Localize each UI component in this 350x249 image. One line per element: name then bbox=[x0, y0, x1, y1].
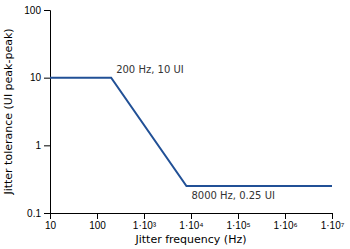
x-tick: 1·10⁴ bbox=[179, 213, 203, 231]
annotation: 8000 Hz, 0.25 UI bbox=[191, 190, 274, 201]
x-tick-label: 100 bbox=[89, 220, 106, 231]
x-tick-mark bbox=[191, 213, 192, 219]
y-axis: 0.1 1 10 100 bbox=[24, 5, 50, 219]
y-axis-line bbox=[44, 11, 51, 214]
x-tick-label: 1·10⁵ bbox=[226, 220, 250, 231]
x-axis: 10 100 1·10³ 1·10⁴ 1·10⁵ 1·10⁶ 1·10⁷ bbox=[45, 213, 345, 231]
y-tick: 0.1 bbox=[27, 208, 50, 219]
x-tick: 1·10⁵ bbox=[226, 213, 250, 231]
y-tick-label: 10 bbox=[30, 72, 42, 83]
x-tick: 1·10³ bbox=[133, 213, 157, 231]
x-tick-mark bbox=[97, 213, 98, 219]
x-axis-title: Jitter frequency (Hz) bbox=[134, 233, 246, 246]
x-tick: 1·10⁶ bbox=[273, 213, 297, 231]
y-tick: 10 bbox=[30, 72, 50, 83]
annotations: 200 Hz, 10 UI 8000 Hz, 0.25 UI bbox=[116, 64, 275, 201]
x-tick: 10 bbox=[45, 213, 57, 231]
series-group bbox=[50, 78, 332, 186]
x-tick: 1·10⁷ bbox=[321, 213, 345, 231]
plot-area: 10 100 1·10³ 1·10⁴ 1·10⁵ 1·10⁶ 1·10⁷ 0.1 1 10 100 2… bbox=[24, 5, 344, 231]
x-tick: 100 bbox=[89, 213, 106, 231]
y-tick-mark bbox=[44, 213, 50, 214]
annotation: 200 Hz, 10 UI bbox=[116, 64, 184, 75]
x-tick-label: 10 bbox=[45, 220, 57, 231]
y-tick-label: 0.1 bbox=[27, 208, 41, 219]
y-tick: 1 bbox=[35, 140, 50, 151]
y-tick-mark bbox=[44, 78, 50, 79]
chart: 10 100 1·10³ 1·10⁴ 1·10⁵ 1·10⁶ 1·10⁷ 0.1 1 10 100 2… bbox=[0, 0, 350, 249]
y-axis-title: Jitter tolerance (UI peak-peak) bbox=[2, 28, 15, 195]
x-tick-mark bbox=[332, 213, 333, 219]
y-tick-label: 100 bbox=[24, 5, 41, 16]
x-tick-label: 1·10⁴ bbox=[179, 220, 203, 231]
x-tick-mark bbox=[238, 213, 239, 219]
x-tick-mark bbox=[144, 213, 145, 219]
x-tick-label: 1·10³ bbox=[133, 220, 157, 231]
y-tick-label: 1 bbox=[35, 140, 41, 151]
y-tick-mark bbox=[44, 10, 50, 11]
series-line bbox=[50, 78, 332, 186]
y-tick-mark bbox=[44, 145, 50, 146]
x-tick-label: 1·10⁷ bbox=[321, 220, 345, 231]
y-tick: 100 bbox=[24, 5, 50, 16]
x-axis-line bbox=[51, 214, 333, 220]
x-tick-mark bbox=[285, 213, 286, 219]
x-tick-label: 1·10⁶ bbox=[273, 220, 297, 231]
